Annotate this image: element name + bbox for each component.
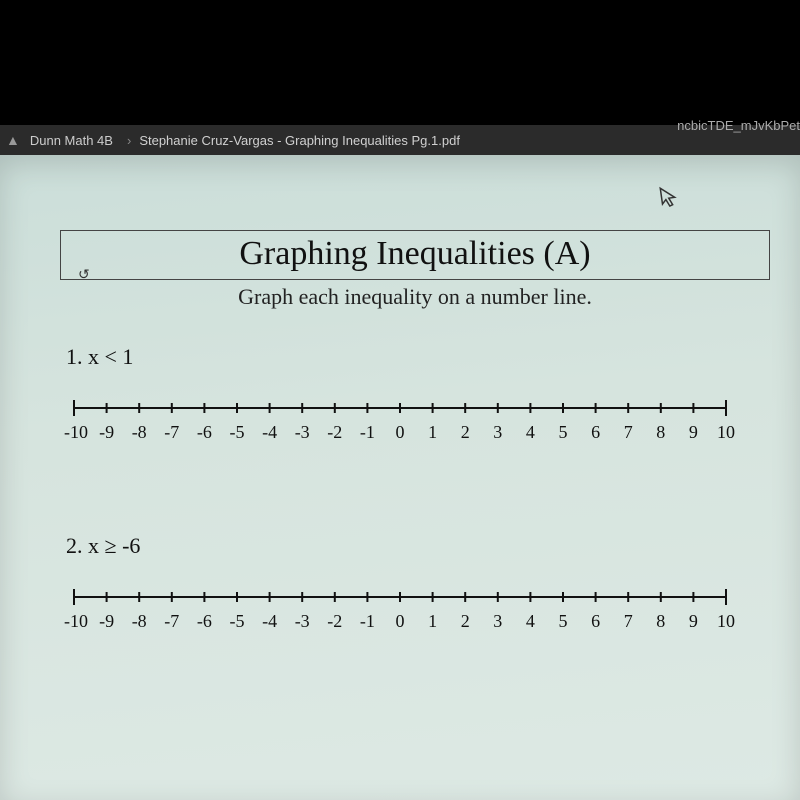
svg-text:3: 3 (493, 611, 502, 631)
svg-text:-1: -1 (360, 611, 375, 631)
svg-text:2: 2 (461, 611, 470, 631)
svg-text:-5: -5 (230, 611, 245, 631)
svg-text:-2: -2 (327, 611, 342, 631)
svg-text:5: 5 (559, 611, 568, 631)
svg-text:7: 7 (624, 611, 633, 631)
svg-text:1: 1 (428, 422, 437, 442)
window-top-blackbar (0, 0, 800, 125)
svg-text:0: 0 (396, 611, 405, 631)
svg-text:8: 8 (656, 611, 665, 631)
problem-2: 2. x ≥ -6 -10-9-8-7-6-5-4-3-2-1012345678… (60, 533, 740, 652)
url-fragment: ncbicTDE_mJvKbPet (677, 118, 800, 133)
svg-text:-3: -3 (295, 422, 310, 442)
svg-text:-7: -7 (164, 422, 179, 442)
problem-number: 2. (66, 533, 83, 558)
refresh-glyph: ↺ (78, 267, 90, 284)
svg-text:-6: -6 (197, 611, 212, 631)
svg-text:-8: -8 (132, 422, 147, 442)
svg-text:-2: -2 (327, 422, 342, 442)
svg-text:6: 6 (591, 422, 600, 442)
svg-text:-9: -9 (99, 422, 114, 442)
svg-text:-8: -8 (132, 611, 147, 631)
svg-text:4: 4 (526, 611, 535, 631)
worksheet-title-box: Graphing Inequalities (A) (60, 230, 770, 280)
worksheet-title: Graphing Inequalities (A) (239, 235, 590, 272)
mouse-cursor-icon (658, 184, 682, 216)
svg-text:-10: -10 (64, 611, 88, 631)
svg-text:-4: -4 (262, 611, 277, 631)
breadcrumb-folder[interactable]: Dunn Math 4B (30, 133, 113, 148)
svg-text:-7: -7 (164, 611, 179, 631)
svg-text:-3: -3 (295, 611, 310, 631)
svg-text:10: 10 (717, 422, 735, 442)
svg-text:-5: -5 (230, 422, 245, 442)
problem-1: 1. x < 1 -10-9-8-7-6-5-4-3-2-10123456789… (60, 344, 740, 463)
svg-text:9: 9 (689, 611, 698, 631)
chevron-right-icon: › (127, 133, 131, 148)
svg-text:5: 5 (559, 422, 568, 442)
svg-text:-10: -10 (64, 422, 88, 442)
svg-text:3: 3 (493, 422, 502, 442)
breadcrumb-filename[interactable]: Stephanie Cruz-Vargas - Graphing Inequal… (139, 133, 460, 148)
svg-text:-4: -4 (262, 422, 277, 442)
problem-1-label: 1. x < 1 (66, 344, 740, 370)
svg-text:-1: -1 (360, 422, 375, 442)
svg-text:10: 10 (717, 611, 735, 631)
svg-text:8: 8 (656, 422, 665, 442)
svg-text:2: 2 (461, 422, 470, 442)
svg-text:-9: -9 (99, 611, 114, 631)
svg-text:7: 7 (624, 422, 633, 442)
problem-number: 1. (66, 344, 83, 369)
problem-expression: x ≥ -6 (88, 533, 140, 558)
svg-text:1: 1 (428, 611, 437, 631)
problem-expression: x < 1 (88, 344, 133, 369)
svg-text:0: 0 (396, 422, 405, 442)
drive-icon: ▲ (6, 132, 20, 148)
numberline-2: -10-9-8-7-6-5-4-3-2-1012345678910 (60, 577, 740, 647)
svg-text:-6: -6 (197, 422, 212, 442)
svg-text:9: 9 (689, 422, 698, 442)
worksheet-subtitle: Graph each inequality on a number line. (60, 284, 770, 310)
svg-text:6: 6 (591, 611, 600, 631)
svg-text:4: 4 (526, 422, 535, 442)
numberline-1: -10-9-8-7-6-5-4-3-2-1012345678910 (60, 388, 740, 458)
problem-2-label: 2. x ≥ -6 (66, 533, 740, 559)
worksheet-page: ↺ Graphing Inequalities (A) Graph each i… (0, 155, 800, 800)
